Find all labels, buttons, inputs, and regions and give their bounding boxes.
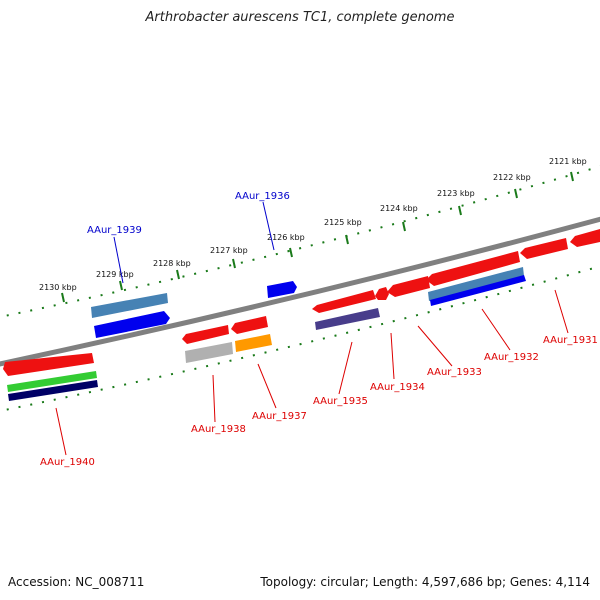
- leader-aaur-1932: [481, 308, 511, 351]
- gene-aaur-1937-orange[interactable]: [235, 334, 272, 352]
- scale-label-2128: 2128 kbp: [153, 259, 191, 268]
- scale-label-2123: 2123 kbp: [437, 189, 475, 198]
- gene-aaur-1934-cds[interactable]: [375, 287, 389, 300]
- gene-aaur-1939-cds[interactable]: [94, 311, 170, 338]
- scale-label-2127: 2127 kbp: [210, 246, 248, 255]
- tick-2122: [514, 188, 518, 199]
- genome-title: Arthrobacter aurescens TC1, complete gen…: [145, 10, 455, 25]
- gene-aaur-1931-cds-a[interactable]: [520, 238, 568, 259]
- gene-aaur-1938-cds[interactable]: [182, 325, 229, 344]
- gene-aaur-1940-navy[interactable]: [8, 380, 98, 401]
- gene-aaur-1933-cds[interactable]: [387, 276, 430, 297]
- gene-label-aaur-1937[interactable]: AAur_1937: [252, 411, 307, 422]
- tick-2129: [119, 280, 123, 291]
- gene-aaur-1939-steel[interactable]: [91, 293, 168, 318]
- gene-aaur-1937-cds[interactable]: [231, 316, 268, 334]
- leader-aaur-1939: [113, 236, 124, 284]
- leader-aaur-1940: [55, 407, 67, 456]
- gene-aaur-1932-steel[interactable]: [428, 267, 524, 301]
- scale-label-2125: 2125 kbp: [324, 218, 362, 227]
- tick-2127: [232, 258, 236, 269]
- gene-aaur-1932-cds[interactable]: [426, 251, 520, 286]
- gene-aaur-1935-cds[interactable]: [312, 290, 376, 313]
- gene-label-aaur-1938[interactable]: AAur_1938: [191, 424, 246, 435]
- scale-label-2121: 2121 kbp: [549, 157, 587, 166]
- scale-label-2126: 2126 kbp: [267, 233, 305, 242]
- leader-aaur-1938: [212, 374, 216, 423]
- leader-aaur-1931: [554, 289, 569, 334]
- gene-aaur-1940-cds[interactable]: [3, 353, 94, 376]
- gene-aaur-1940-green[interactable]: [7, 371, 97, 392]
- tick-2124: [402, 221, 406, 232]
- leader-aaur-1936: [262, 201, 275, 251]
- gene-label-aaur-1931[interactable]: AAur_1931: [543, 335, 598, 346]
- gene-label-aaur-1935[interactable]: AAur_1935: [313, 396, 368, 407]
- scale-track-inner: [0, 265, 600, 412]
- tick-2128: [176, 269, 180, 280]
- tick-2130: [61, 292, 65, 303]
- genome-summary-text: Topology: circular; Length: 4,597,686 bp…: [260, 575, 590, 589]
- gene-aaur-1938-gray[interactable]: [185, 342, 233, 363]
- accession-text: Accession: NC_008711: [8, 575, 145, 589]
- gene-label-aaur-1933[interactable]: AAur_1933: [427, 367, 482, 378]
- gene-aaur-1935-slate[interactable]: [315, 308, 380, 330]
- gene-label-aaur-1932[interactable]: AAur_1932: [484, 352, 539, 363]
- tick-2126: [289, 247, 293, 258]
- leader-aaur-1935: [338, 341, 353, 395]
- scale-label-2130: 2130 kbp: [39, 283, 77, 292]
- tick-2123: [458, 205, 462, 216]
- genome-backbone: [0, 216, 600, 367]
- leader-aaur-1937: [257, 363, 277, 409]
- scale-ticks: [61, 171, 574, 303]
- gene-label-aaur-1936[interactable]: AAur_1936: [235, 191, 290, 202]
- scale-label-2129: 2129 kbp: [96, 270, 134, 279]
- gene-aaur-1936[interactable]: [267, 281, 297, 298]
- scale-label-2122: 2122 kbp: [493, 173, 531, 182]
- gene-aaur-1931-cds-b[interactable]: [570, 229, 600, 247]
- scale-label-2124: 2124 kbp: [380, 204, 418, 213]
- tick-2125: [345, 234, 349, 245]
- leader-aaur-1934: [390, 332, 395, 380]
- gene-label-aaur-1939[interactable]: AAur_1939: [87, 225, 142, 236]
- tick-2121: [570, 171, 574, 182]
- leader-aaur-1933: [417, 325, 453, 367]
- gene-label-aaur-1940[interactable]: AAur_1940: [40, 457, 95, 468]
- gene-aaur-1932-blue[interactable]: [430, 275, 526, 306]
- gene-label-aaur-1934[interactable]: AAur_1934: [370, 382, 425, 393]
- scale-track-outer: [0, 165, 600, 318]
